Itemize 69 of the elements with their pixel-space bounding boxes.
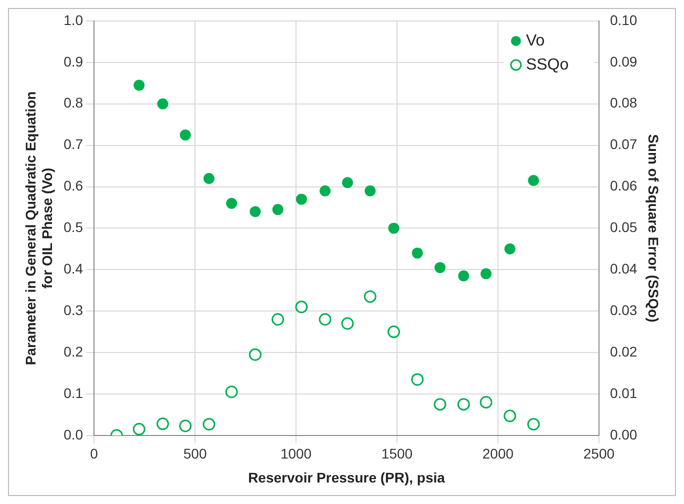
point: [296, 194, 307, 205]
point: [388, 222, 400, 234]
point: [156, 418, 169, 430]
y-tick-label: 0.9: [64, 53, 84, 70]
point: [434, 262, 446, 274]
point: [527, 418, 540, 430]
x-tick-label: 2000: [482, 446, 514, 462]
y-tick-label: 0.4: [64, 260, 84, 276]
x-tick-label: 0: [90, 446, 98, 462]
point: [341, 317, 354, 330]
point: [226, 198, 238, 209]
y2-tick-label: 0.05: [610, 219, 638, 236]
y2-tick-label: 0.09: [610, 53, 638, 70]
point: [318, 313, 332, 326]
point: [528, 175, 540, 186]
x-tick-label: 2500: [583, 446, 615, 462]
y2-tick-label: 0.04: [610, 260, 638, 276]
y2-tick-label: 0.01: [610, 384, 638, 401]
y-tick-label: 0.6: [64, 178, 84, 194]
legend-label: Vo: [526, 32, 545, 50]
point: [179, 420, 192, 432]
x-axis-title: Reservoir Pressure (PR), psia: [248, 469, 446, 486]
point: [457, 398, 470, 411]
x-tick-label: 500: [183, 446, 207, 462]
y-tick-label: 0.1: [64, 384, 84, 401]
y2-tick-label: 0.06: [610, 178, 638, 194]
point: [132, 422, 146, 436]
point: [225, 386, 238, 398]
point: [504, 410, 516, 422]
x-tick-label: 1000: [280, 446, 312, 462]
point: [295, 300, 308, 314]
point: [412, 248, 423, 259]
y-tick-label: 0.8: [64, 94, 84, 111]
point: [202, 418, 216, 430]
point: [388, 326, 400, 338]
y-tick-label: 0.2: [64, 343, 84, 360]
y-tick-label: 0.5: [64, 219, 84, 236]
y-tick-label: 0.0: [64, 426, 84, 442]
y-axis-title: Parameter in General Quadratic Equation for OIL Phase (Vo): [22, 91, 56, 366]
point: [272, 313, 284, 326]
point: [203, 172, 214, 184]
y-tick-label: 0.7: [64, 136, 84, 152]
point: [272, 204, 284, 216]
legend-label: SSQo: [526, 56, 569, 74]
y2-tick-label: 0.02: [610, 343, 638, 360]
point: [157, 98, 168, 110]
x-tick-label: 1500: [381, 446, 413, 462]
point: [480, 268, 492, 280]
point: [250, 206, 261, 218]
point: [411, 373, 424, 386]
point: [504, 243, 516, 254]
y2-tick-label: 0.10: [610, 12, 638, 28]
point: [458, 270, 470, 282]
y2-tick-label: 0.08: [610, 94, 638, 111]
point: [180, 129, 191, 140]
point: [434, 398, 446, 411]
point: [248, 348, 262, 361]
y2-axis-title: Sum of Square Error (SSQo): [646, 134, 662, 322]
y-tick-label: 1.0: [64, 12, 84, 28]
point: [134, 80, 145, 91]
point: [364, 185, 376, 196]
y2-tick-label: 0.07: [610, 136, 638, 152]
y-tick-label: 0.3: [64, 302, 84, 318]
point: [320, 185, 331, 196]
point: [342, 177, 354, 188]
point: [364, 290, 376, 303]
y2-tick-label: 0.00: [610, 426, 638, 442]
point: [480, 396, 492, 408]
y2-tick-label: 0.03: [610, 302, 638, 318]
